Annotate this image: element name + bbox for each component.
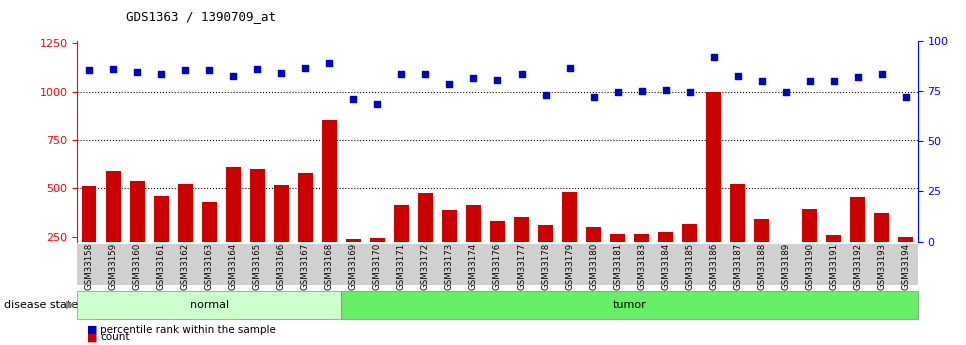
Point	[730, 73, 746, 79]
Text: normal: normal	[189, 300, 229, 310]
Bar	[491, 221, 504, 285]
Point	[441, 81, 457, 87]
Point	[826, 78, 841, 84]
Point	[898, 94, 914, 99]
Point	[249, 67, 265, 72]
Bar	[82, 186, 97, 285]
Bar	[850, 197, 865, 285]
Text: GDS1363 / 1390709_at: GDS1363 / 1390709_at	[126, 10, 275, 23]
Bar	[706, 92, 721, 285]
Bar	[467, 205, 481, 285]
Bar	[898, 237, 913, 285]
Point	[466, 75, 481, 81]
Bar	[779, 244, 793, 285]
Point	[802, 78, 817, 84]
Point	[562, 66, 578, 71]
Point	[346, 97, 361, 102]
Bar	[562, 192, 577, 285]
Bar	[298, 173, 313, 285]
Bar	[514, 217, 528, 285]
Text: ■: ■	[87, 333, 98, 342]
Point	[202, 68, 217, 73]
Bar	[155, 196, 168, 285]
Bar	[323, 120, 336, 285]
Bar	[754, 219, 769, 285]
Bar	[106, 171, 121, 285]
Bar	[538, 225, 553, 285]
Point	[298, 66, 313, 71]
Point	[538, 92, 554, 97]
Bar	[586, 227, 601, 285]
Text: count: count	[100, 333, 130, 342]
Text: ■: ■	[87, 325, 98, 335]
Bar	[827, 235, 840, 285]
Point	[585, 94, 601, 99]
Point	[417, 71, 433, 77]
Point	[154, 71, 169, 77]
Point	[490, 77, 505, 83]
Bar	[226, 167, 241, 285]
Bar	[682, 224, 696, 285]
Bar	[370, 238, 384, 285]
Point	[514, 71, 529, 77]
Point	[658, 87, 673, 92]
Point	[81, 68, 97, 73]
Point	[682, 89, 697, 95]
Bar	[418, 193, 433, 285]
Point	[850, 75, 866, 80]
Bar	[803, 209, 817, 285]
Point	[273, 70, 289, 76]
Bar	[130, 180, 145, 285]
Bar	[730, 184, 745, 285]
Bar	[274, 185, 289, 285]
Point	[322, 60, 337, 66]
Bar	[611, 234, 625, 285]
Point	[226, 73, 242, 79]
Point	[178, 68, 193, 73]
Point	[370, 101, 385, 107]
Point	[753, 78, 769, 84]
Text: ▶: ▶	[67, 300, 74, 310]
Bar	[635, 234, 649, 285]
Bar	[394, 205, 409, 285]
Point	[874, 71, 890, 77]
Text: tumor: tumor	[612, 300, 646, 310]
Point	[105, 67, 121, 72]
Point	[129, 70, 145, 75]
Bar	[202, 202, 216, 285]
Point	[610, 89, 625, 95]
Bar	[874, 214, 889, 285]
Bar	[346, 239, 360, 285]
Text: percentile rank within the sample: percentile rank within the sample	[100, 325, 276, 335]
Point	[394, 71, 410, 77]
Bar	[442, 210, 457, 285]
Bar	[250, 169, 265, 285]
Bar	[659, 232, 672, 285]
Point	[634, 88, 649, 93]
Text: disease state: disease state	[4, 300, 78, 310]
Point	[706, 54, 722, 60]
Bar	[178, 185, 192, 285]
Point	[778, 89, 793, 95]
